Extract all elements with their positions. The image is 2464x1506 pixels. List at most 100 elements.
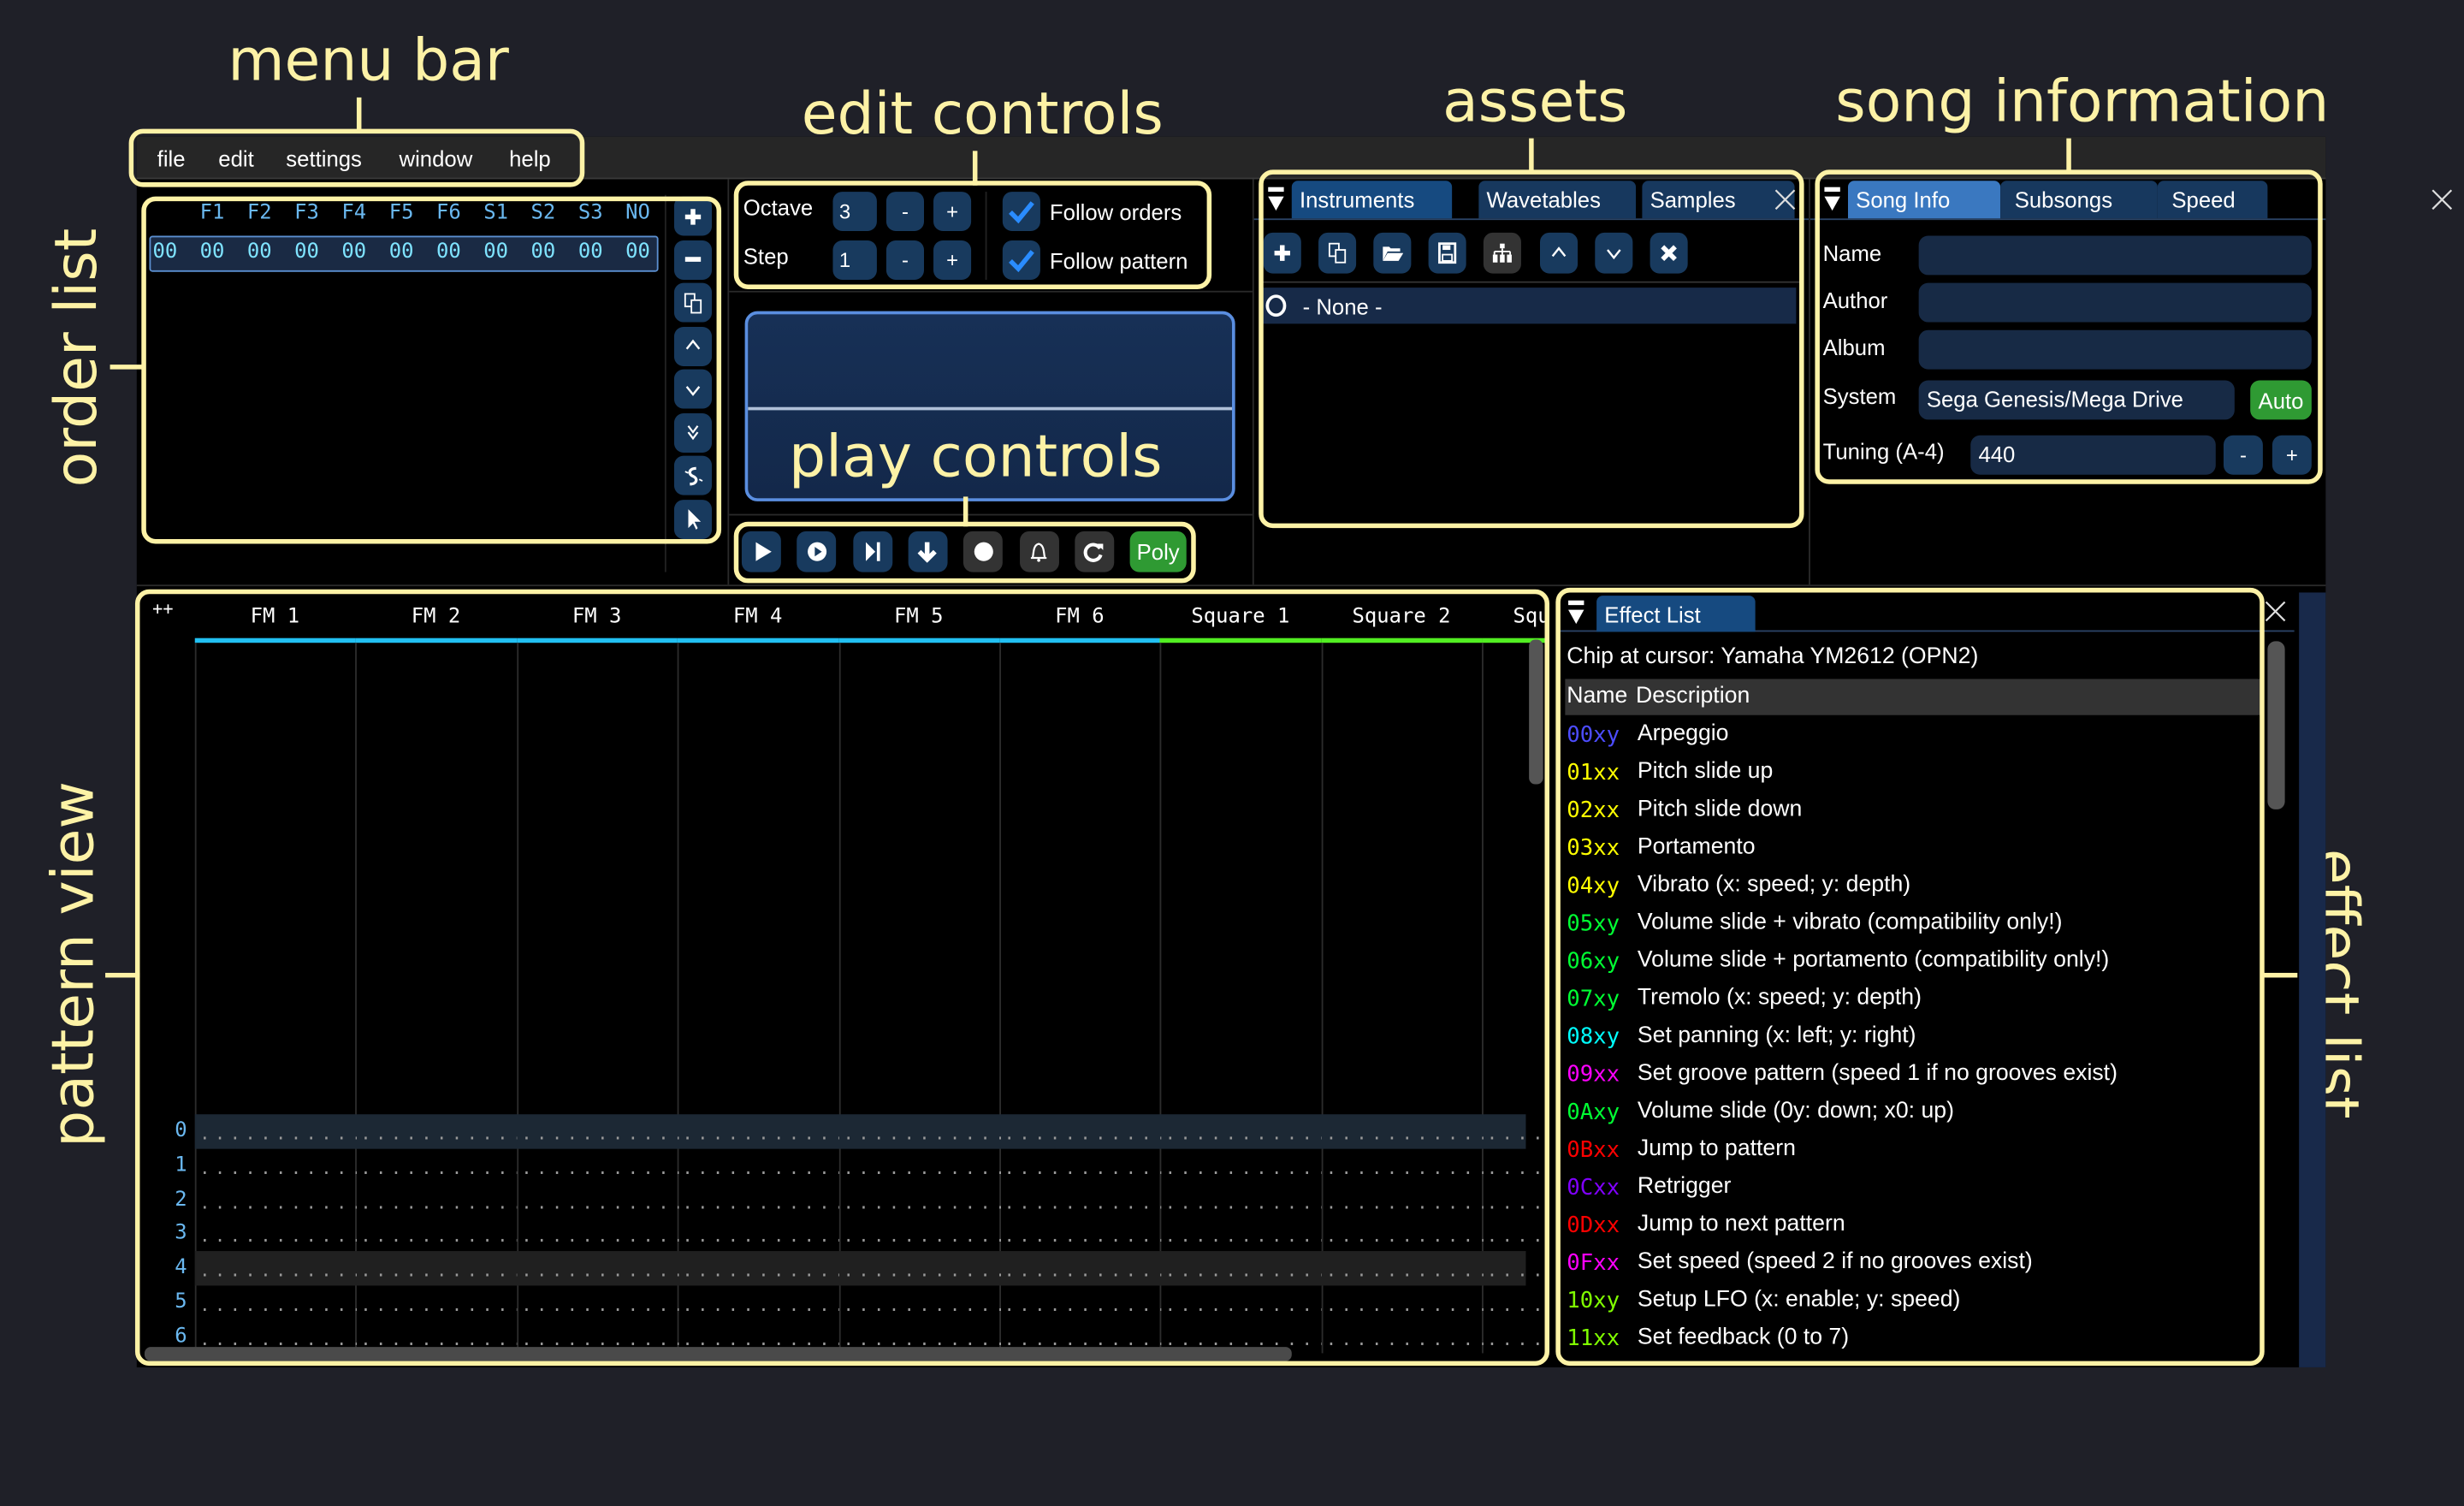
pattern-cell[interactable]: ........... <box>1486 1192 1545 1213</box>
pattern-cell[interactable]: ........... <box>360 1329 518 1350</box>
pattern-cell[interactable]: ........... <box>360 1295 518 1316</box>
pattern-cell[interactable]: ........... <box>199 1329 357 1350</box>
effect-row[interactable]: 0Fxx Set speed (speed 2 if no grooves exi… <box>1567 1247 2258 1284</box>
pattern-cell[interactable]: ........... <box>521 1158 679 1179</box>
system-auto-button[interactable]: Auto <box>2250 380 2312 420</box>
delete-button[interactable] <box>1649 232 1688 274</box>
channel-header[interactable]: FM 1 <box>250 605 300 629</box>
system-input[interactable]: Sega Genesis/Mega Drive <box>1918 380 2235 420</box>
pattern-cell[interactable]: ........... <box>360 1260 518 1282</box>
pattern-cell[interactable]: ........... <box>199 1226 357 1248</box>
order-cell[interactable]: 00 <box>246 240 272 264</box>
pattern-cell[interactable]: ........... <box>682 1295 840 1316</box>
pattern-cell[interactable]: ........... <box>1325 1226 1484 1248</box>
effect-row[interactable]: 0Axy Volume slide (0y: down; x0: up) <box>1567 1095 2258 1133</box>
pattern-cell[interactable]: ........... <box>199 1158 357 1179</box>
pattern-cell[interactable]: ........... <box>1486 1226 1545 1248</box>
move-down-fast-button[interactable] <box>673 412 713 453</box>
pattern-cell[interactable]: ........... <box>843 1226 1001 1248</box>
hierarchy-button[interactable] <box>1484 232 1522 274</box>
poly-button[interactable]: Poly <box>1129 531 1187 572</box>
pattern-cell[interactable]: ........... <box>843 1260 1001 1282</box>
metronome-bell-button[interactable] <box>1019 531 1059 572</box>
asset-list-item[interactable]: - None - <box>1260 288 1797 324</box>
tab-wavetables[interactable]: Wavetables <box>1478 181 1637 219</box>
pattern-row[interactable]: 1.......................................… <box>175 1148 1544 1183</box>
pattern-row[interactable]: 3.......................................… <box>175 1217 1544 1251</box>
effect-row[interactable]: 11xx Set feedback (0 to 7) <box>1567 1322 2258 1360</box>
pattern-cell[interactable]: ........... <box>1004 1226 1162 1248</box>
pattern-cell[interactable]: ........... <box>1325 1192 1484 1213</box>
effect-row[interactable]: 07xy Tremolo (x: speed; y: depth) <box>1567 982 2258 1020</box>
pattern-cell[interactable]: ........... <box>682 1226 840 1248</box>
pattern-cell[interactable]: ........... <box>1325 1295 1484 1316</box>
pattern-cell[interactable]: ........... <box>199 1124 357 1145</box>
menu-help[interactable]: help <box>509 145 551 172</box>
pattern-cell[interactable]: ........... <box>360 1124 518 1145</box>
record-button[interactable] <box>963 531 1004 572</box>
save-button[interactable] <box>1429 232 1467 274</box>
move-up-button[interactable] <box>1539 232 1578 274</box>
author-input[interactable] <box>1918 282 2312 323</box>
channel-header[interactable]: FM 5 <box>893 605 944 629</box>
pattern-cell[interactable]: ........... <box>1164 1226 1323 1248</box>
pattern-cell[interactable]: ........... <box>1164 1158 1323 1179</box>
pattern-cell[interactable]: ........... <box>521 1226 679 1248</box>
pattern-cell[interactable]: ........... <box>843 1192 1001 1213</box>
tab-subsongs[interactable]: Subsongs <box>2000 181 2158 219</box>
effect-list-scrollbar[interactable] <box>2267 641 2285 809</box>
pattern-cell[interactable]: ........... <box>843 1329 1001 1350</box>
pattern-row[interactable]: 2.......................................… <box>175 1183 1544 1217</box>
repeat-pattern-button[interactable] <box>1074 531 1114 572</box>
pattern-cell[interactable]: ........... <box>521 1124 679 1145</box>
pattern-cell[interactable]: ........... <box>360 1158 518 1179</box>
duplicate-button[interactable] <box>1318 232 1357 274</box>
pattern-cell[interactable]: ........... <box>1486 1260 1545 1282</box>
effect-row[interactable]: 02xx Pitch slide down <box>1567 794 2258 832</box>
pattern-cell[interactable]: ........... <box>1325 1124 1484 1145</box>
effect-row[interactable]: 0Cxx Retrigger <box>1567 1171 2258 1208</box>
effect-row[interactable]: 0Dxx Jump to next pattern <box>1567 1208 2258 1246</box>
close-icon[interactable] <box>2431 188 2453 210</box>
channel-header[interactable]: Square 3 <box>1513 605 1545 629</box>
pattern-cell[interactable]: ........... <box>1004 1124 1162 1145</box>
effect-row[interactable]: 01xx Pitch slide up <box>1567 756 2258 793</box>
step-input[interactable]: 1 <box>832 240 877 280</box>
remove-button[interactable] <box>673 240 713 280</box>
order-cell[interactable]: 00 <box>483 240 509 264</box>
pattern-cell[interactable]: ........... <box>1486 1295 1545 1316</box>
effect-row[interactable]: 05xy Volume slide + vibrato (compatibilit… <box>1567 907 2258 945</box>
effect-row[interactable]: 09xx Set groove pattern (speed 1 if no gr… <box>1567 1058 2258 1095</box>
pattern-cell[interactable]: ........... <box>521 1192 679 1213</box>
step-decrement-button[interactable]: - <box>886 240 924 280</box>
menu-window[interactable]: window <box>399 145 473 172</box>
stop-follow-button[interactable] <box>908 531 948 572</box>
order-cell[interactable]: 00 <box>578 240 603 264</box>
name-input[interactable] <box>1918 235 2312 276</box>
play-button[interactable] <box>741 531 781 572</box>
move-up-button[interactable] <box>673 326 713 366</box>
step-increment-button[interactable]: + <box>933 240 972 280</box>
pattern-cell[interactable]: ........... <box>199 1260 357 1282</box>
tab-samples[interactable]: Samples <box>1642 181 1795 219</box>
pattern-cell[interactable]: ........... <box>360 1226 518 1248</box>
octave-increment-button[interactable]: + <box>933 192 972 231</box>
collapse-triangle-icon[interactable] <box>1567 600 1585 626</box>
step-one-row-button[interactable] <box>852 531 892 572</box>
pattern-cell[interactable]: ........... <box>843 1124 1001 1145</box>
cursor-button[interactable] <box>673 499 713 539</box>
add-button[interactable] <box>1263 232 1301 274</box>
pattern-cell[interactable]: ........... <box>682 1124 840 1145</box>
menu-settings[interactable]: settings <box>286 145 362 172</box>
order-cell[interactable]: 00 <box>294 240 319 264</box>
pattern-cell[interactable]: ........... <box>1004 1158 1162 1179</box>
channel-header[interactable]: Square 1 <box>1191 605 1290 629</box>
duplicate-button[interactable] <box>673 282 713 323</box>
pattern-cell[interactable]: ........... <box>1164 1192 1323 1213</box>
pattern-expand-toggle[interactable]: ++ <box>152 598 174 620</box>
pattern-row[interactable]: 0.......................................… <box>175 1114 1545 1149</box>
effect-row[interactable]: 08xy Set panning (x: left; y: right) <box>1567 1020 2258 1058</box>
add-button[interactable] <box>673 196 713 236</box>
pattern-cell[interactable]: ........... <box>843 1295 1001 1316</box>
channel-header[interactable]: FM 2 <box>411 605 461 629</box>
